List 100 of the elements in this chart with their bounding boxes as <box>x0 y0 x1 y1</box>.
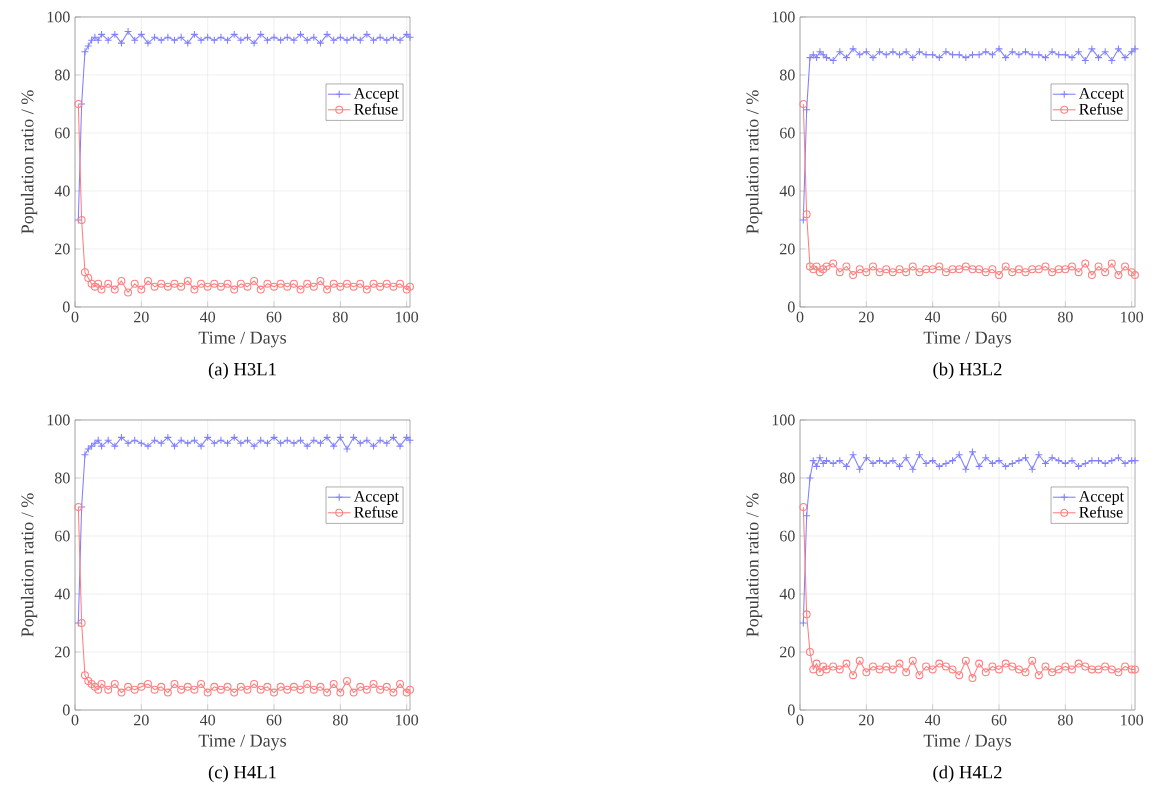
point <box>216 282 225 291</box>
point <box>941 47 950 56</box>
point <box>1001 262 1010 271</box>
point <box>250 679 259 688</box>
point <box>875 665 884 674</box>
point <box>941 662 950 671</box>
point <box>1094 262 1103 271</box>
point <box>289 279 298 288</box>
point <box>276 279 285 288</box>
y-tick-label: 20 <box>780 243 795 255</box>
point <box>143 276 152 285</box>
point <box>80 268 89 277</box>
point <box>270 33 278 42</box>
y-tick-label: 100 <box>772 414 795 426</box>
x-axis-title: Time / Days <box>198 734 287 751</box>
point <box>316 682 325 691</box>
point <box>915 268 924 277</box>
y-axis-title: Population ratio / % <box>20 90 38 234</box>
point <box>855 656 864 665</box>
point <box>812 262 821 271</box>
y-axis-title: Population ratio / % <box>745 493 763 637</box>
point <box>90 682 99 691</box>
point <box>935 262 944 271</box>
x-tick-label: 0 <box>796 714 804 726</box>
point <box>117 276 126 285</box>
y-tick-label: 40 <box>779 185 795 197</box>
point <box>975 265 984 274</box>
point <box>270 282 278 291</box>
legend-label: Accept <box>353 490 399 505</box>
point <box>1121 662 1130 671</box>
point <box>981 668 990 677</box>
point <box>150 282 159 291</box>
x-tick-label: 20 <box>134 714 149 726</box>
x-tick-label: 40 <box>925 311 941 323</box>
point <box>163 33 172 42</box>
point <box>815 668 824 677</box>
point <box>382 682 391 691</box>
point <box>1008 268 1017 277</box>
y-tick-label: 40 <box>54 185 70 197</box>
point <box>406 685 414 694</box>
point <box>87 679 96 688</box>
point <box>1041 262 1050 271</box>
point <box>1008 662 1017 671</box>
point <box>819 662 828 671</box>
point <box>250 442 259 451</box>
point <box>323 30 332 39</box>
point <box>862 668 871 677</box>
point <box>329 442 338 451</box>
point <box>1094 665 1103 674</box>
point <box>1107 665 1116 674</box>
point <box>389 688 398 697</box>
x-tick-label: 40 <box>199 311 216 323</box>
point <box>1048 453 1057 462</box>
x-tick-label: 80 <box>1057 714 1073 726</box>
x-tick-label: 40 <box>925 714 941 726</box>
point <box>80 47 89 56</box>
point <box>130 685 139 694</box>
point <box>802 610 811 619</box>
point <box>323 688 332 697</box>
point <box>815 47 824 56</box>
point <box>356 682 365 691</box>
point <box>842 659 851 668</box>
point <box>110 285 119 294</box>
point <box>995 271 1004 280</box>
point <box>94 279 103 288</box>
point <box>1131 271 1139 280</box>
y-tick-label: 0 <box>787 301 795 313</box>
point <box>941 268 950 277</box>
point <box>236 682 245 691</box>
point <box>1054 665 1063 674</box>
point <box>137 285 146 294</box>
point <box>955 265 964 274</box>
point <box>309 282 318 291</box>
x-tick-label: 100 <box>396 311 419 323</box>
point <box>822 665 831 674</box>
y-tick-label: 60 <box>55 530 70 542</box>
text: (c) H4L1 <box>208 765 276 783</box>
point <box>197 36 206 45</box>
point <box>1131 665 1139 674</box>
point <box>236 279 245 288</box>
point <box>157 682 166 691</box>
point <box>243 282 252 291</box>
y-tick-label: 100 <box>47 11 70 23</box>
point <box>805 474 814 482</box>
point <box>981 268 990 277</box>
point <box>216 436 225 445</box>
point <box>1048 668 1057 677</box>
y-tick-label: 20 <box>55 646 70 658</box>
point <box>922 265 931 274</box>
point <box>216 685 225 694</box>
point <box>283 282 292 291</box>
point <box>1021 268 1030 277</box>
legend-label: Refuse <box>354 103 398 115</box>
point <box>805 262 814 271</box>
point <box>177 436 186 445</box>
point <box>1028 656 1037 665</box>
point <box>799 100 808 108</box>
point <box>283 685 292 694</box>
point <box>343 36 351 45</box>
point <box>157 279 166 288</box>
